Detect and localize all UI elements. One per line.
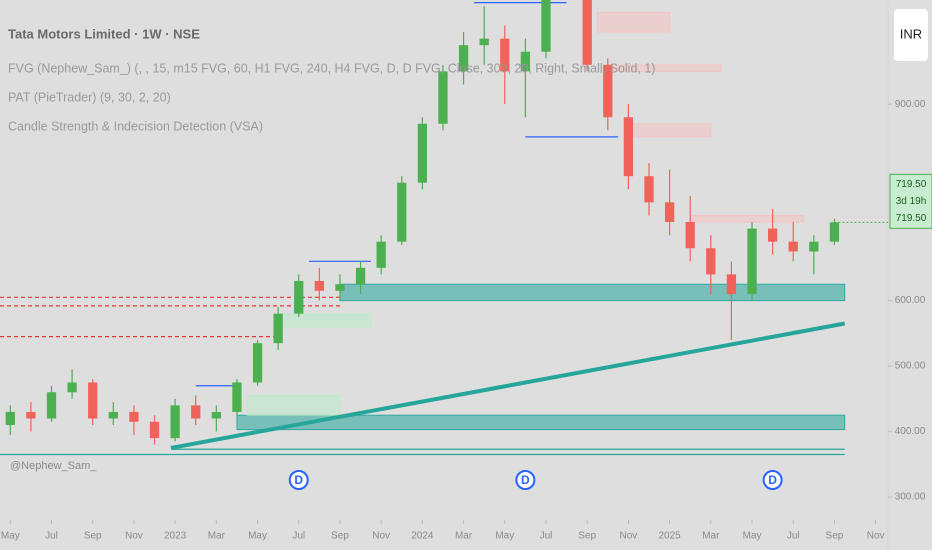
candle-body [108, 411, 118, 419]
zone [339, 283, 846, 302]
price-badge-label: 719.50 [896, 179, 927, 190]
y-tick-label: 900.00 [895, 99, 926, 110]
dividend-label: D [521, 473, 530, 487]
candle-body [5, 411, 15, 426]
candle-body [788, 241, 798, 252]
candle-body [438, 71, 448, 124]
zone [627, 123, 712, 138]
zone [689, 214, 805, 223]
candle-body [458, 45, 469, 72]
zone [596, 11, 671, 33]
candle-body [26, 411, 36, 419]
candle-body [726, 274, 737, 295]
x-tick-label: Nov [372, 531, 390, 542]
countdown-label: 3d 19h [896, 196, 927, 207]
candle-body [685, 222, 695, 249]
candle-body [46, 392, 57, 419]
candle-body [767, 228, 778, 242]
x-tick-label: Jul [45, 531, 58, 542]
candle-body [603, 64, 613, 118]
candle-body [809, 241, 819, 252]
price-badge [889, 173, 932, 229]
candle-body [500, 38, 510, 72]
candle-body [520, 51, 531, 72]
candle-body [355, 267, 366, 285]
price-badge-label: 719.50 [896, 213, 927, 224]
currency-label[interactable]: INR [900, 26, 922, 41]
candle-body [417, 123, 428, 183]
x-tick-label: Nov [125, 531, 143, 542]
candle-body [211, 411, 221, 419]
x-tick-label: May [248, 531, 267, 542]
candle-body [67, 382, 77, 393]
candle-body [397, 182, 407, 242]
x-tick-label: Jul [540, 531, 553, 542]
dividend-label: D [294, 473, 303, 487]
x-tick-label: Nov [620, 531, 638, 542]
dividend-label: D [768, 473, 777, 487]
candle-body [479, 38, 489, 46]
candle-body [623, 117, 634, 177]
x-tick-label: Mar [455, 531, 473, 542]
zone [277, 313, 372, 328]
x-tick-label: Mar [702, 531, 720, 542]
zone [246, 395, 341, 416]
indicator-legend: FVG (Nephew_Sam_) (, , 15, m15 FVG, 60, … [8, 61, 655, 75]
x-tick-label: Sep [826, 531, 844, 542]
x-tick-label: Jul [292, 531, 305, 542]
candle-body [191, 405, 201, 419]
x-tick-label: Sep [331, 531, 349, 542]
dividend-marker [515, 470, 536, 490]
candle-body [829, 222, 840, 242]
candle-body [232, 382, 242, 412]
candle-body [314, 280, 324, 291]
y-tick-label: 300.00 [895, 492, 926, 503]
indicator-legend: Candle Strength & Indecision Detection (… [8, 119, 263, 133]
dividend-marker [288, 470, 309, 490]
plot-area [0, 0, 846, 456]
candle-body [335, 284, 345, 291]
x-tick-label: Sep [578, 531, 596, 542]
candle-body [170, 405, 180, 439]
x-tick-label: 2025 [658, 531, 681, 542]
x-tick-label: May [743, 531, 762, 542]
candle-body [88, 382, 98, 419]
x-tick-label: May [1, 531, 20, 542]
indicator-legend: PAT (PieTrader) (9, 30, 2, 20) [8, 90, 171, 104]
y-tick-label: 500.00 [895, 361, 926, 372]
watermark: @Nephew_Sam_ [10, 460, 97, 472]
x-tick-label: Sep [84, 531, 102, 542]
y-tick-label: 400.00 [895, 426, 926, 437]
x-tick-label: 2024 [411, 531, 434, 542]
candle-body [252, 343, 263, 383]
candle-body [747, 228, 757, 295]
candle-body [541, 0, 551, 52]
x-tick-label: Nov [867, 531, 885, 542]
x-tick-label: May [495, 531, 514, 542]
candle-body [582, 0, 592, 65]
candle-body [376, 241, 386, 268]
x-tick-label: Jul [787, 531, 800, 542]
candle-body [294, 280, 304, 314]
chart-title: Tata Motors Limited · 1W · NSE [8, 26, 200, 41]
candle-body [129, 411, 139, 422]
candle-body [149, 421, 160, 439]
currency-button[interactable] [894, 9, 928, 61]
x-tick-label: Mar [208, 531, 226, 542]
zone [236, 414, 846, 431]
candle-body [706, 248, 716, 275]
x-tick-label: 2023 [164, 531, 187, 542]
trendline [170, 321, 846, 450]
dividend-marker [762, 470, 783, 490]
candle-body [273, 313, 283, 344]
candle-body [664, 202, 675, 223]
y-tick-label: 600.00 [895, 295, 926, 306]
candle-body [644, 176, 654, 203]
